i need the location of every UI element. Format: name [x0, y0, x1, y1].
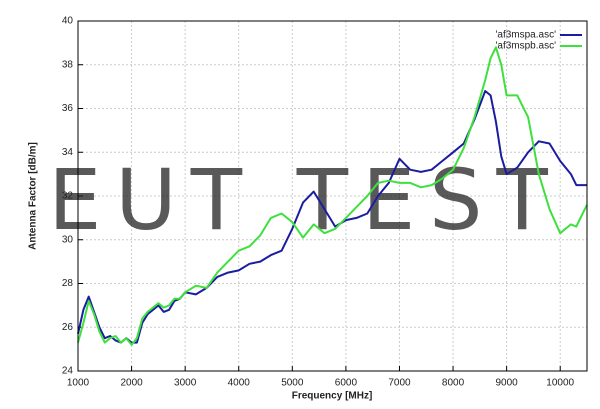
legend-label: 'af3mspa.asc' — [495, 30, 556, 41]
x-tick-label: 5000 — [281, 378, 304, 389]
x-tick-label: 4000 — [228, 378, 251, 389]
x-tick-label: 8000 — [442, 378, 465, 389]
x-tick-label: 1000 — [67, 378, 90, 389]
y-tick-label: 24 — [62, 366, 74, 377]
x-tick-label: 3000 — [174, 378, 197, 389]
x-axis-label: Frequency [MHz] — [292, 391, 373, 402]
plot-frame — [77, 20, 588, 372]
series-line — [77, 46, 588, 346]
x-tick-label: 7000 — [388, 378, 411, 389]
x-tick-label: 2000 — [120, 378, 143, 389]
x-tick-label: 10000 — [546, 378, 574, 389]
x-tick-label: 9000 — [496, 378, 519, 389]
y-tick-label: 34 — [62, 147, 74, 158]
y-axis-label: Antenna Factor [dB/m] — [28, 142, 39, 250]
y-tick-label: 28 — [62, 278, 74, 289]
y-tick-label: 38 — [62, 59, 74, 70]
watermark: EUT TEST — [48, 151, 562, 249]
y-tick-label: 32 — [62, 191, 74, 202]
y-tick-label: 40 — [62, 16, 74, 27]
x-tick-label: 6000 — [335, 378, 358, 389]
legend-label: 'af3mspb.asc' — [495, 41, 556, 52]
y-tick-label: 26 — [62, 322, 74, 333]
y-tick-label: 36 — [62, 103, 74, 114]
y-tick-label: 30 — [62, 234, 74, 245]
series-line — [77, 90, 587, 344]
